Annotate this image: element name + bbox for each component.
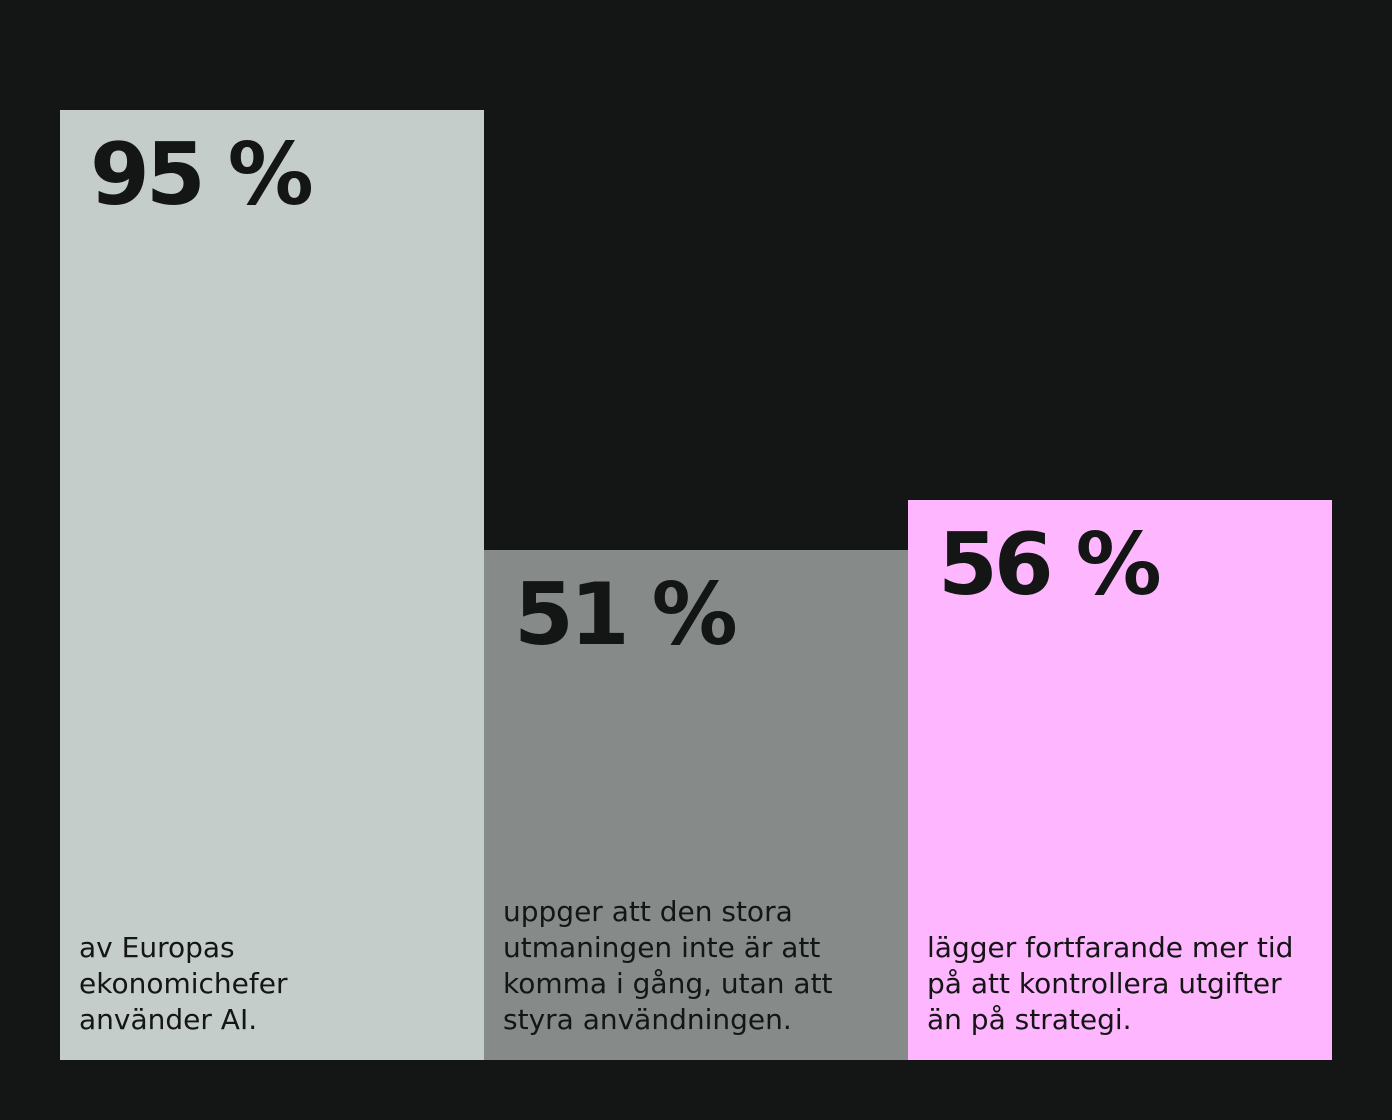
bar-3: 56 % lägger fortfarande mer tid på att kon… [908, 500, 1332, 1060]
bar-caption: uppger att den stora utmaningen inte är a… [503, 895, 833, 1036]
bar-value-label: 56 % [938, 515, 1162, 615]
bar-caption: lägger fortfarande mer tid på att kontrol… [927, 931, 1294, 1036]
bar-value-label: 95 % [90, 125, 314, 225]
bar-caption: av Europas ekonomichefer använder AI. [79, 931, 288, 1036]
bar-2: 51 % uppger att den stora utmaningen inte … [484, 550, 908, 1060]
bar-1: 95 % av Europas ekonomichefer använder AI. [60, 110, 484, 1060]
bar-value-label: 51 % [514, 565, 738, 665]
